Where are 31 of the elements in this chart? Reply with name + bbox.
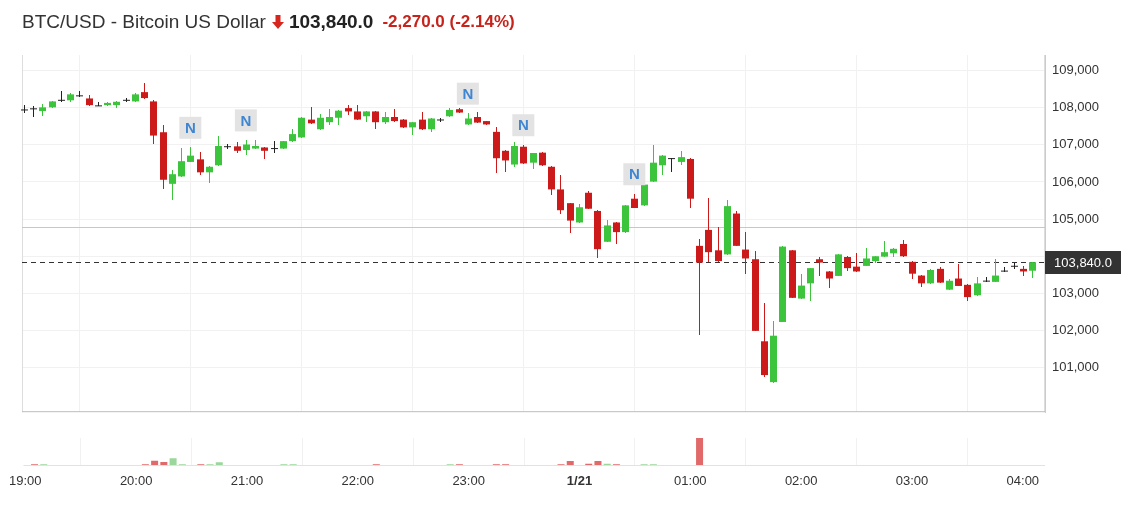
- y-tick-label: 105,000: [1052, 210, 1099, 226]
- y-tick-label: 101,000: [1052, 359, 1099, 375]
- x-tick-label: 1/21: [566, 473, 593, 489]
- x-tick-label: 19:00: [9, 473, 42, 489]
- annotation: N: [240, 111, 252, 129]
- y-tick-label: 103,000: [1052, 284, 1099, 300]
- annotation: N: [628, 165, 640, 183]
- x-tick-label: 01:00: [674, 473, 707, 489]
- chart-title: BTC/USD - Bitcoin US Dollar: [22, 11, 266, 33]
- annotation: N: [184, 118, 196, 136]
- candlestick: [30, 106, 37, 117]
- y-tick-label: 108,000: [1052, 99, 1099, 115]
- x-tick-label: 03:00: [895, 473, 929, 489]
- annotation: N: [517, 116, 529, 134]
- x-tick-label: 21:00: [230, 473, 264, 489]
- y-tick-label: 107,000: [1052, 136, 1099, 152]
- text: -2,270.0 (-2.14%): [382, 12, 515, 32]
- x-tick-label: 23:00: [452, 473, 485, 489]
- candlestick: [668, 158, 675, 172]
- x-tick-label: 02:00: [784, 473, 818, 489]
- y-tick-label: 109,000: [1052, 62, 1099, 78]
- y-tick-label: 106,000: [1052, 173, 1099, 189]
- x-tick-label: 04:00: [1006, 473, 1040, 489]
- text: 103,840.0: [288, 11, 374, 33]
- x-tick-label: 22:00: [341, 473, 375, 489]
- annotation: N: [462, 84, 474, 102]
- ref-line-label: 103,840.0: [1054, 255, 1112, 271]
- candlestick: [58, 91, 65, 102]
- candlestick: [271, 141, 278, 153]
- y-tick-label: 102,000: [1052, 322, 1099, 338]
- x-tick-label: 20:00: [119, 473, 153, 489]
